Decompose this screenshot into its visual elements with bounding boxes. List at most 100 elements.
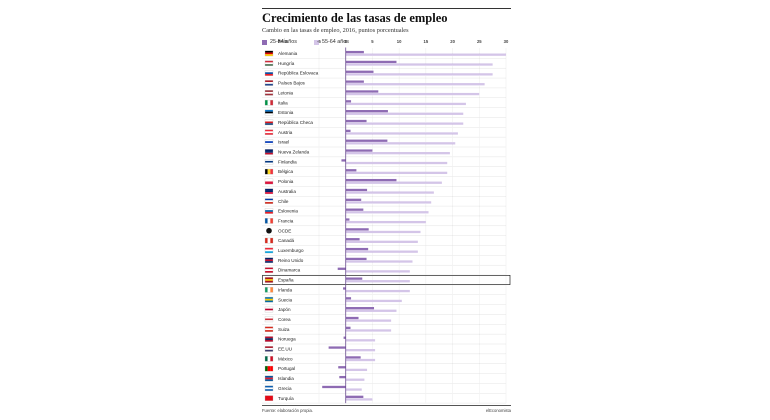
bar-55-64: [345, 220, 426, 224]
legend-label-25-54: 25-54 años: [270, 39, 297, 45]
flag-stripe: [265, 247, 273, 250]
flag-stripe: [265, 279, 273, 281]
flag-hungary-icon: [264, 60, 274, 67]
flag-border: [264, 139, 274, 145]
flag-stripe: [265, 111, 273, 114]
flag-stripe: [265, 198, 273, 201]
flag-uk-icon: [264, 257, 274, 264]
x-tick-label: 15: [424, 39, 429, 44]
flag-border: [264, 346, 274, 352]
flag-stripe: [265, 72, 273, 74]
bar-55-64: [345, 388, 362, 391]
flag-stripe: [265, 237, 268, 244]
flag-stripe: [270, 237, 273, 244]
flag-stripe: [265, 52, 273, 55]
bar-55-64: [345, 368, 368, 372]
flag-stripe: [265, 60, 273, 63]
bar-55-64: [345, 378, 365, 381]
flag-stripe: [265, 50, 273, 53]
flag-stripe: [265, 338, 273, 340]
country-label: Portugal: [278, 366, 295, 371]
bar-25-54: [345, 395, 364, 398]
flag-stripe: [265, 142, 273, 145]
flag-stripe: [265, 257, 273, 260]
flag-finland-icon: [264, 159, 274, 165]
flag-stripe: [265, 389, 273, 391]
bar-25-54: [345, 297, 352, 300]
country-label: OCDE: [278, 228, 291, 233]
flag-switzerland-icon: [264, 326, 274, 332]
bar-55-64: [345, 230, 421, 234]
bar-25-54: [345, 80, 364, 83]
flag-stripe: [265, 328, 273, 331]
flag-stripe: [265, 202, 273, 204]
flag-stripe: [265, 83, 273, 86]
flag-stripe: [267, 237, 271, 244]
flag-stripe: [265, 277, 273, 280]
country-label: Noruega: [278, 337, 296, 342]
flag-stripe: [265, 109, 273, 112]
bar-25-54: [345, 188, 368, 192]
flag-border: [264, 109, 274, 116]
flag-stripe: [265, 298, 273, 301]
bar-25-54: [345, 70, 374, 73]
bar-55-64: [345, 309, 397, 312]
country-label: Austria: [278, 130, 293, 135]
bar-55-64: [345, 53, 506, 56]
flag-stripe: [265, 297, 273, 299]
flag-stripe: [265, 280, 273, 283]
flag-border: [264, 70, 274, 76]
flag-stripe: [265, 308, 273, 311]
country-label: Nueva Zelanda: [278, 150, 310, 155]
bar-55-64: [345, 211, 429, 214]
footer-rule: [262, 405, 511, 406]
flag-stripe: [265, 64, 273, 66]
bar-55-64: [345, 142, 456, 145]
country-label: Estonia: [278, 110, 294, 115]
flag-stripe: [265, 149, 273, 152]
flag-stripe: [265, 300, 273, 303]
x-tick-label: 20: [450, 39, 455, 44]
flag-border: [264, 385, 274, 392]
bar-55-64: [345, 201, 432, 204]
country-label: Italia: [278, 100, 288, 105]
flag-border: [264, 50, 274, 57]
flag-latvia-icon: [264, 90, 274, 96]
x-tick-label: -5: [317, 39, 321, 44]
flag-stripe: [265, 366, 268, 372]
flag-stripe: [265, 62, 273, 65]
flag-belgium-icon: [264, 168, 274, 175]
flag-stripe: [265, 73, 273, 76]
flag-luxembourg-icon: [264, 247, 274, 254]
country-label: Suecia: [278, 297, 292, 302]
flag-stripe: [265, 141, 273, 143]
bar-25-54: [343, 336, 346, 339]
flag-stripe: [265, 270, 273, 273]
flag-border: [264, 365, 274, 372]
flag-border: [264, 257, 274, 264]
flag-border: [264, 129, 274, 135]
flag-stripe: [265, 91, 273, 94]
bar-chart-plot: PAÍS -5 0 5 10 15 20 25 30 Alemania Hungría Repúbli…: [262, 39, 511, 404]
flag-border: [264, 178, 274, 185]
flag-israel-icon: [264, 139, 274, 145]
source-note: Fuente: elaboración propia.: [262, 408, 313, 413]
country-label: Alemania: [278, 51, 298, 56]
flag-stripe: [265, 93, 273, 96]
flag-denmark-icon: [264, 267, 274, 273]
country-label: España: [278, 278, 294, 283]
flag-stripe: [265, 181, 273, 185]
flag-stripe: [270, 356, 273, 362]
bar-25-54: [345, 119, 367, 123]
flag-stripe: [265, 160, 273, 163]
flag-sweden-icon: [264, 296, 274, 303]
bar-25-54: [345, 50, 364, 54]
country-label: Islandia: [278, 376, 294, 381]
flag-stripe: [265, 190, 273, 193]
flag-stripe: [265, 192, 273, 194]
flag-border: [264, 336, 274, 342]
flag-austria-icon: [264, 129, 274, 135]
country-label: Israel: [278, 140, 289, 145]
flag-border: [264, 356, 274, 362]
country-label: Países Bajos: [278, 81, 306, 86]
